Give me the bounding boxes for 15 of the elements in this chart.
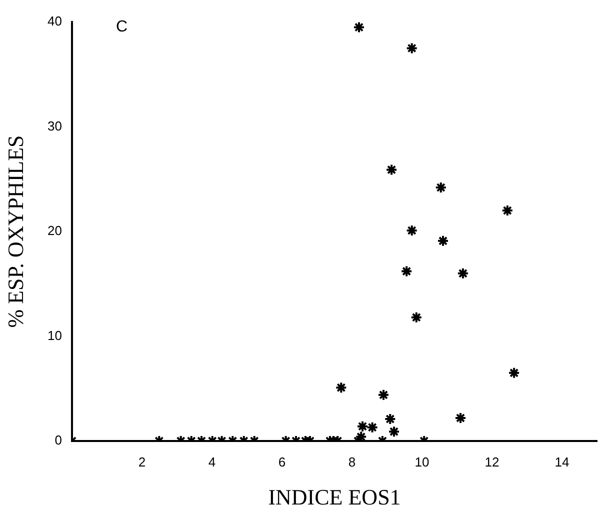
x-tick-label: 6 (278, 454, 286, 470)
y-tick-label: 30 (48, 118, 62, 134)
x-axis-title: INDICE EOS1 (268, 484, 401, 510)
annotation: C (116, 18, 128, 36)
x-tick-label: 8 (348, 454, 356, 470)
y-tick-label: 20 (48, 223, 62, 238)
x-tick-label: 12 (484, 454, 500, 470)
y-tick-label: 10 (48, 328, 62, 343)
y-tick-label: 0 (54, 432, 62, 448)
y-tick-label: 40 (48, 14, 62, 29)
y-axis-title: % ESP. OXYPHILES (2, 135, 28, 328)
x-tick-label: 2 (138, 454, 146, 470)
x-tick-label: 14 (554, 454, 570, 470)
x-tick-label: 4 (208, 454, 216, 470)
x-tick-label: 10 (414, 454, 430, 470)
